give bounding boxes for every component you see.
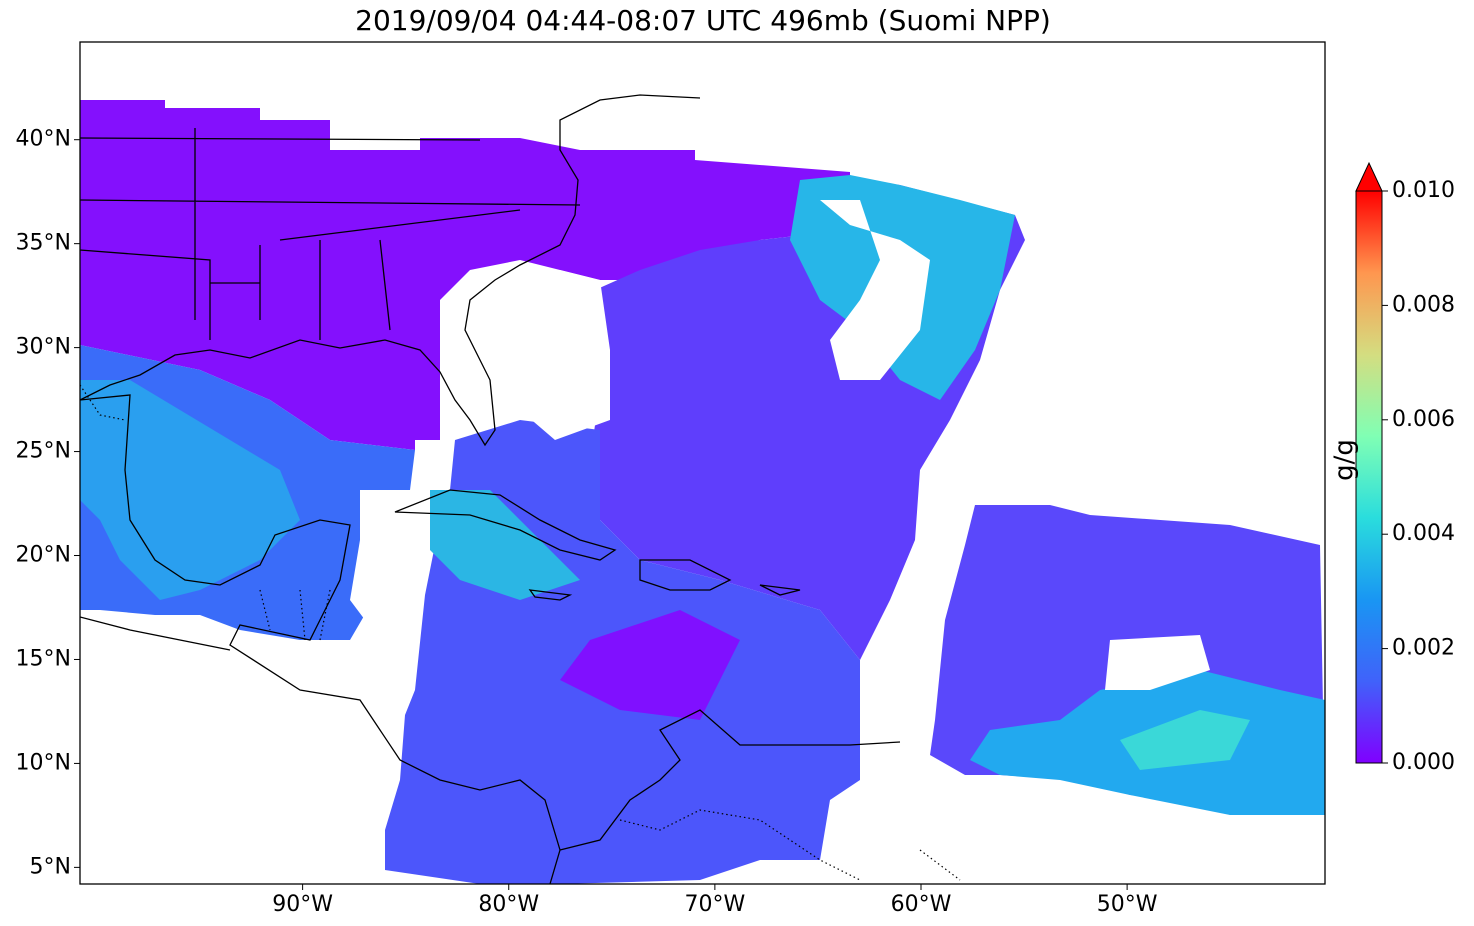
- data-region: [560, 610, 740, 720]
- x-tick-label: 70°W: [684, 892, 745, 917]
- coastline: [528, 559, 801, 601]
- coastline: [80, 94, 701, 447]
- colorbar-tick-label: 0.002: [1392, 636, 1455, 661]
- coastline: [559, 709, 901, 851]
- y-tick-label: 25°N: [16, 439, 71, 464]
- data-region: [430, 490, 580, 600]
- colorbar-tick-label: 0.004: [1392, 521, 1455, 546]
- colorbar-tick-label: 0.000: [1392, 750, 1455, 775]
- colorbar-label: g/g: [1330, 439, 1360, 481]
- country-border: [80, 384, 961, 881]
- y-tick-label: 30°N: [16, 335, 71, 360]
- data-gap: [1105, 635, 1210, 690]
- y-tick-label: 5°N: [30, 854, 71, 879]
- y-tick-label: 35°N: [16, 231, 71, 256]
- colorbar-tick-label: 0.010: [1392, 178, 1455, 203]
- map-frame: [79, 41, 1326, 885]
- data-region: [80, 380, 300, 600]
- coastlines: [80, 94, 961, 884]
- colorbar-tick-label: 0.008: [1392, 292, 1455, 317]
- state-border: [80, 128, 581, 340]
- y-tick-label: 15°N: [16, 646, 71, 671]
- map-title: 2019/09/04 04:44-08:07 UTC 496mb (Suomi …: [355, 4, 1051, 37]
- data-region: [1120, 710, 1250, 770]
- colorbar-extension: [1355, 161, 1383, 192]
- y-tick-label: 20°N: [16, 543, 71, 568]
- coastline: [80, 394, 561, 884]
- x-tick-label: 80°W: [478, 892, 539, 917]
- data-gap: [350, 490, 430, 640]
- colorbar: [1355, 190, 1383, 764]
- coastline: [80, 616, 231, 651]
- data-region: [80, 100, 850, 450]
- y-tick-label: 10°N: [16, 750, 71, 775]
- y-tick-label: 40°N: [16, 127, 71, 152]
- data-field: [80, 100, 1325, 884]
- data-gap: [470, 270, 610, 440]
- x-tick-label: 50°W: [1097, 892, 1158, 917]
- colorbar-tick-label: 0.006: [1392, 407, 1455, 432]
- data-gap: [820, 200, 930, 380]
- x-tick-label: 60°W: [891, 892, 952, 917]
- coastline: [394, 489, 617, 561]
- x-tick-label: 90°W: [272, 892, 333, 917]
